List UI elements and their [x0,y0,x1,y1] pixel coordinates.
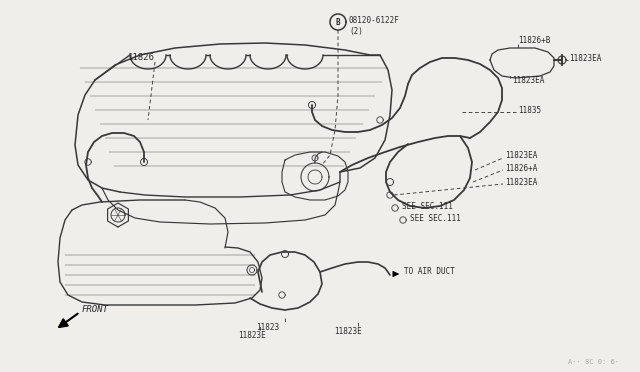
Text: TO AIR DUCT: TO AIR DUCT [404,267,455,276]
Text: 11823EA: 11823EA [569,54,602,62]
Text: 11835: 11835 [518,106,541,115]
Text: 11823EA: 11823EA [505,177,538,186]
Text: B: B [336,17,340,26]
Text: A·· 8C 0: 6·: A·· 8C 0: 6· [568,359,620,365]
Text: SEE SEC.111: SEE SEC.111 [402,202,453,211]
Text: 11823: 11823 [257,324,280,333]
Text: 08120-6122F: 08120-6122F [349,16,400,25]
Text: 11826+A: 11826+A [505,164,538,173]
Text: 11823E: 11823E [334,327,362,337]
Text: 11826: 11826 [128,52,155,61]
Text: 11826+B: 11826+B [518,35,550,45]
Text: SEE SEC.111: SEE SEC.111 [410,214,461,222]
Text: 11823EA: 11823EA [505,151,538,160]
Text: 11823E: 11823E [238,331,266,340]
Text: (2): (2) [349,26,363,35]
Text: 11823EA: 11823EA [512,76,545,84]
Text: FRONT: FRONT [82,305,109,314]
